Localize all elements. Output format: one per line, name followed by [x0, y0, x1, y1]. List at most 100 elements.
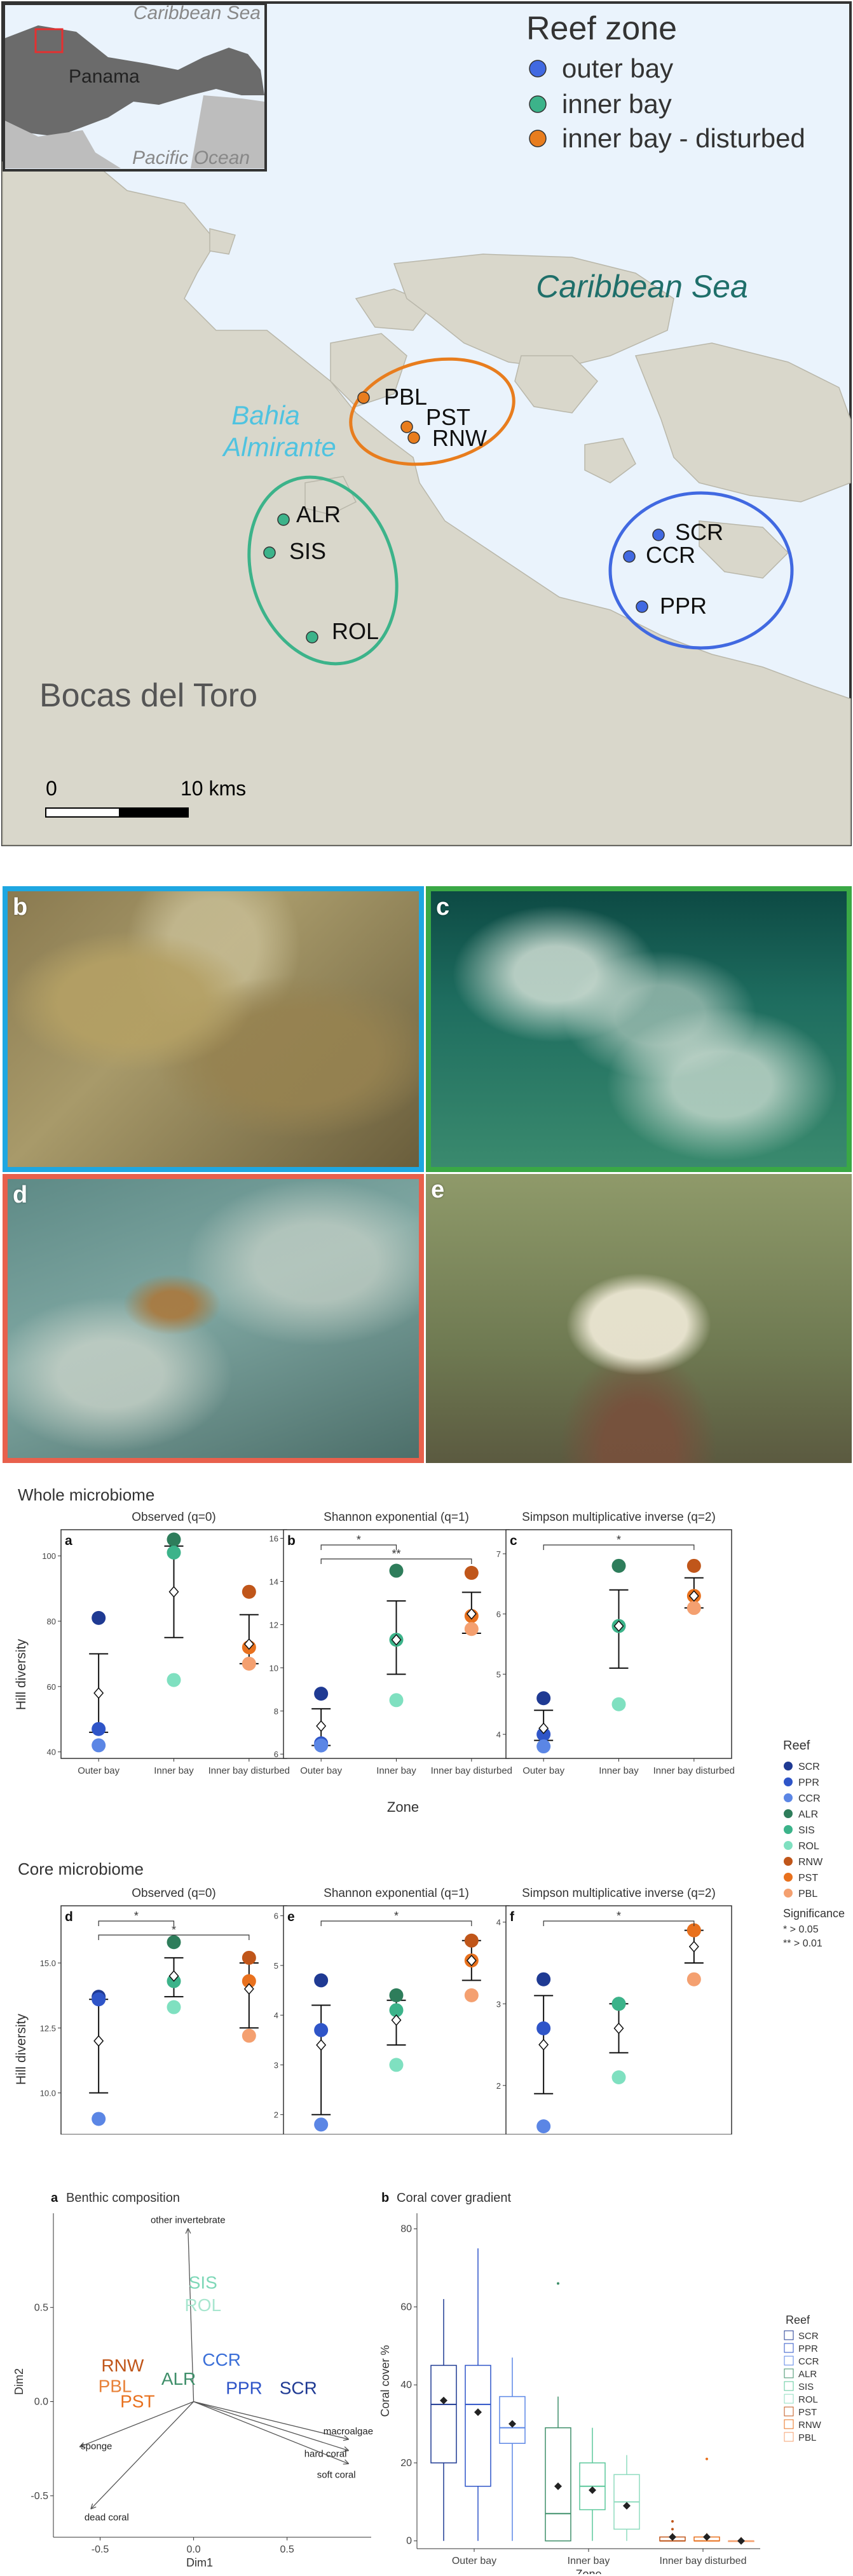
- box-legend-label-sis: SIS: [798, 2382, 814, 2392]
- site-label-pbl: PBL: [384, 384, 427, 410]
- reef-point-d: [167, 1935, 181, 1950]
- panel-title-c: Simpson multiplicative inverse (q=2): [522, 1511, 716, 1524]
- pca-vector-label: sponge: [81, 2441, 112, 2452]
- box-xtick-label: Outer bay: [452, 2556, 496, 2566]
- xtick-label-a: Inner bay disturbed: [208, 1765, 290, 1776]
- reef-point-d: [92, 1992, 106, 2007]
- box-legend-key-rol: [784, 2394, 794, 2404]
- box-legend-key-ccr: [784, 2356, 794, 2366]
- reef-legend-dot-ccr: [784, 1793, 793, 1802]
- box-legend-label-pst: PST: [798, 2407, 817, 2418]
- pca-panel-letter: a: [51, 2191, 58, 2205]
- reef-legend-label-alr: ALR: [798, 1809, 818, 1820]
- reef-point-a: [92, 1610, 106, 1625]
- reef-legend-label-rol: ROL: [798, 1841, 819, 1852]
- ytick-label-f: 4: [496, 1918, 501, 1927]
- pca-loading-arrow: [193, 2401, 349, 2451]
- mean-marker-d: [243, 1983, 254, 1995]
- pca-site-scr: SCR: [280, 2378, 317, 2398]
- diversity-panel-f: Simpson multiplicative inverse (q=2) f 2 3 4…: [496, 1887, 732, 2134]
- diversity-plots: Hill diversity Zone Hill diversity Reef …: [14, 1511, 845, 2134]
- reef-point-b: [389, 1563, 404, 1578]
- pca-site-pbl: PBL: [99, 2377, 132, 2396]
- mean-marker-f: [538, 2039, 549, 2051]
- box-legend-key-rnw: [784, 2419, 794, 2429]
- reef-point-a: [242, 1656, 256, 1671]
- mean-marker-a: [243, 1638, 254, 1650]
- photo-d-dead-coral: d: [3, 1174, 424, 1463]
- pca-ytick-label: 0.0: [34, 2397, 48, 2408]
- panel-title-d: Observed (q=0): [132, 1887, 216, 1900]
- box-legend-key-alr: [784, 2368, 794, 2378]
- ytick-label-a: 60: [47, 1682, 56, 1692]
- box-scr: [430, 2364, 457, 2464]
- inset-caribbean-label: Caribbean Sea: [133, 3, 261, 24]
- pca-vector-label: soft coral: [317, 2469, 356, 2480]
- ytick-label-c: 4: [496, 1730, 501, 1739]
- ytick-label-d: 15.0: [40, 1959, 56, 1968]
- box-legend-label-scr: SCR: [798, 2331, 819, 2342]
- box-mean-rol: [623, 2502, 631, 2510]
- reef-point-a: [92, 1738, 106, 1753]
- reef-point-c: [536, 1739, 551, 1754]
- box-ytick-label: 80: [400, 2224, 412, 2235]
- pca-loading-arrow: [79, 2401, 194, 2448]
- box-legend-title: Reef: [786, 2314, 810, 2326]
- reef-legend-label-rnw: RNW: [798, 1857, 823, 1868]
- study-site-map: PBL PST RNW ALR SIS ROL SCR CCR PPR Cari…: [1, 1, 852, 846]
- pca-panel: a Benthic composition -0.5 0.0 0.5 -0.5 0.0 0.5…: [13, 2191, 373, 2569]
- reef-point-c: [611, 1697, 626, 1711]
- inner-bay-zone-ellipse: [247, 475, 399, 666]
- box-ccr: [499, 2396, 526, 2444]
- ytick-label-e: 5: [274, 1961, 278, 1971]
- mean-marker-d: [93, 2035, 104, 2047]
- pca-site-pst: PST: [120, 2391, 154, 2411]
- significance-legend-1: * > 0.05: [783, 1924, 819, 1935]
- reef-point-e: [314, 1973, 329, 1988]
- panel-letter-c: c: [510, 1534, 517, 1548]
- pca-loading-arrow: [188, 2228, 194, 2402]
- box-ytick-label: 20: [400, 2458, 412, 2469]
- significance-bracket-b: [320, 1544, 397, 1550]
- mean-marker-f: [613, 2022, 624, 2034]
- box-mean-scr: [440, 2396, 447, 2404]
- significance-legend-2: ** > 0.01: [783, 1938, 822, 1949]
- significance-bracket-f: [543, 1920, 695, 1926]
- pca-site-sis: SIS: [189, 2273, 217, 2293]
- box-mean-alr: [554, 2482, 562, 2490]
- ytick-label-b: 10: [270, 1663, 278, 1673]
- pca-ylabel: Dim2: [13, 2368, 25, 2395]
- ytick-label-b: 12: [270, 1620, 278, 1629]
- pca-site-rnw: RNW: [101, 2356, 144, 2375]
- reef-point-b: [389, 1693, 404, 1708]
- photo-d-letter: d: [13, 1182, 28, 1208]
- site-label-ccr: CCR: [646, 542, 695, 568]
- pca-loading-arrow: [193, 2401, 349, 2440]
- reef-point-a: [167, 1546, 181, 1560]
- photo-e-butterflyfish: e: [426, 1174, 852, 1463]
- scale-zero: 0: [46, 777, 57, 800]
- box-legend-key-pbl: [784, 2432, 794, 2442]
- legend-inner-bay: inner bay: [562, 89, 672, 119]
- diversity-panel-b: Shannon exponential (q=1) b 6 8 10 12 14 16 Oute…: [270, 1511, 513, 1776]
- reef-legend-dot-alr: [784, 1809, 793, 1818]
- pca-ytick-label: -0.5: [31, 2491, 48, 2502]
- significance-label-b: **: [392, 1548, 400, 1560]
- legend-outer-bay: outer bay: [562, 53, 673, 83]
- pca-arrowhead: [79, 2442, 86, 2448]
- reef-point-a: [167, 1673, 181, 1687]
- bahia-label: Bahia: [231, 400, 299, 430]
- ytick-label-b: 8: [274, 1706, 278, 1716]
- diversity-panel-c: Simpson multiplicative inverse (q=2) c 4 5 6…: [496, 1511, 735, 1776]
- site-label-pst: PST: [426, 404, 470, 430]
- ytick-label-d: 12.5: [40, 2023, 56, 2033]
- coral-cover-panel: b Coral cover gradient 0 20 40 60 80 Outer bay I…: [379, 2191, 822, 2574]
- ytick-label-f: 3: [496, 1999, 501, 2009]
- reef-legend-label-sis: SIS: [798, 1825, 815, 1836]
- reef-point-f: [611, 2070, 626, 2084]
- reef-legend-dot-scr: [784, 1762, 793, 1770]
- reef-point-e: [389, 2058, 404, 2072]
- box-ytick-label: 0: [406, 2536, 412, 2547]
- ytick-label-b: 14: [270, 1577, 278, 1587]
